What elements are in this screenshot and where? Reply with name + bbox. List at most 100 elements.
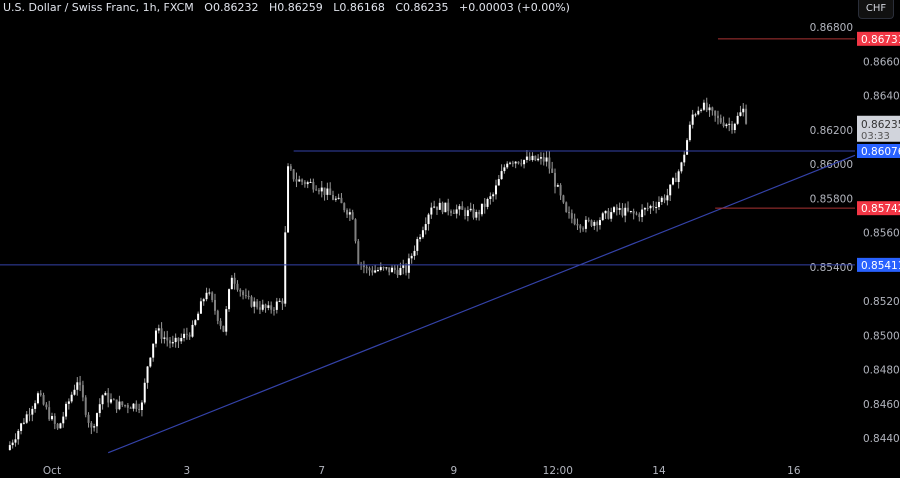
candle-body (149, 357, 152, 367)
candle-body (475, 211, 478, 218)
candle-body (278, 300, 281, 302)
bar-countdown: 03:33 (861, 131, 890, 142)
close-value: C0.86235 (395, 1, 449, 14)
candle-body (435, 206, 438, 210)
candle-body (354, 219, 357, 242)
candle-body (413, 250, 416, 256)
candle-body (514, 161, 517, 164)
open-value: O0.86232 (204, 1, 259, 14)
candle-body (643, 208, 646, 210)
candle-body (466, 210, 469, 216)
candle-body (700, 109, 703, 111)
candle-body (537, 158, 540, 161)
candle-body (601, 213, 604, 221)
candle-body (34, 403, 37, 409)
candle-body (714, 110, 717, 116)
level-price-tag (857, 201, 900, 216)
candle-body (405, 265, 408, 273)
candle-body (233, 277, 236, 284)
candle-body (613, 207, 615, 213)
level-price-label: 0.85742 (861, 203, 900, 215)
candle-body (11, 442, 14, 446)
candle-body (576, 224, 579, 226)
candle-body (697, 110, 700, 115)
candle-body (694, 114, 697, 116)
candle-body (183, 333, 186, 338)
candle-body (177, 337, 180, 342)
candle-body (357, 241, 360, 265)
candle-body (65, 403, 68, 417)
candle-body (517, 161, 520, 164)
candle-body (716, 115, 719, 119)
candle-body (551, 168, 554, 173)
candle-body (343, 203, 346, 211)
candle-body (702, 102, 705, 110)
candle-body (292, 169, 295, 180)
candle-body (346, 210, 349, 215)
candle-body (509, 162, 512, 164)
candle-body (28, 414, 31, 416)
candle-body (129, 407, 132, 409)
candle-body (427, 214, 430, 225)
candle-body (604, 210, 607, 214)
candle-body (486, 198, 489, 207)
candle-body (79, 382, 82, 386)
candle-body (169, 340, 172, 344)
currency-button[interactable]: CHF (858, 0, 894, 19)
candle-body (298, 179, 301, 182)
candle-body (154, 330, 157, 344)
candle-body (399, 267, 402, 275)
candle-body (410, 255, 413, 259)
candle-body (629, 210, 632, 212)
candle-body (736, 115, 739, 124)
candle-body (587, 219, 590, 221)
candle-body (728, 123, 731, 125)
candle-body (132, 403, 135, 409)
x-tick-label: 7 (318, 465, 325, 477)
candle-body (396, 270, 399, 275)
candle-body (680, 162, 683, 172)
candle-body (250, 296, 253, 307)
candle-body (374, 270, 377, 273)
candle-body (121, 401, 124, 406)
candle-body (320, 187, 323, 192)
candle-body (584, 219, 587, 229)
candle-body (525, 156, 528, 160)
candle-body (301, 179, 304, 182)
candle-body (705, 102, 708, 111)
candle-body (624, 207, 627, 216)
candle-body (652, 205, 655, 208)
candle-body (570, 213, 573, 219)
candle-body (677, 171, 680, 182)
candle-body (202, 299, 205, 302)
candle-body (188, 334, 191, 337)
candle-body (430, 207, 433, 215)
candle-body (478, 211, 481, 215)
candle-body (618, 208, 621, 210)
candle-body (171, 342, 174, 344)
candle-body (73, 389, 76, 395)
candle-body (711, 107, 714, 111)
candle-body (157, 328, 160, 331)
candle-body (419, 237, 422, 240)
candle-body (500, 171, 503, 180)
level-price-label: 0.86076 (861, 146, 900, 158)
x-tick-label: 3 (184, 465, 191, 477)
x-tick-label: Oct (43, 465, 61, 477)
candle-body (230, 277, 233, 290)
candle-body (194, 320, 197, 325)
candle-body (528, 156, 531, 161)
candle-body (337, 197, 340, 199)
candle-body (281, 300, 284, 304)
candle-body (590, 220, 593, 226)
candle-body (208, 292, 211, 294)
candle-body (101, 395, 104, 405)
candle-body (568, 211, 571, 214)
candle-body (416, 239, 419, 251)
candle-body (90, 422, 93, 428)
candle-body (93, 426, 96, 428)
